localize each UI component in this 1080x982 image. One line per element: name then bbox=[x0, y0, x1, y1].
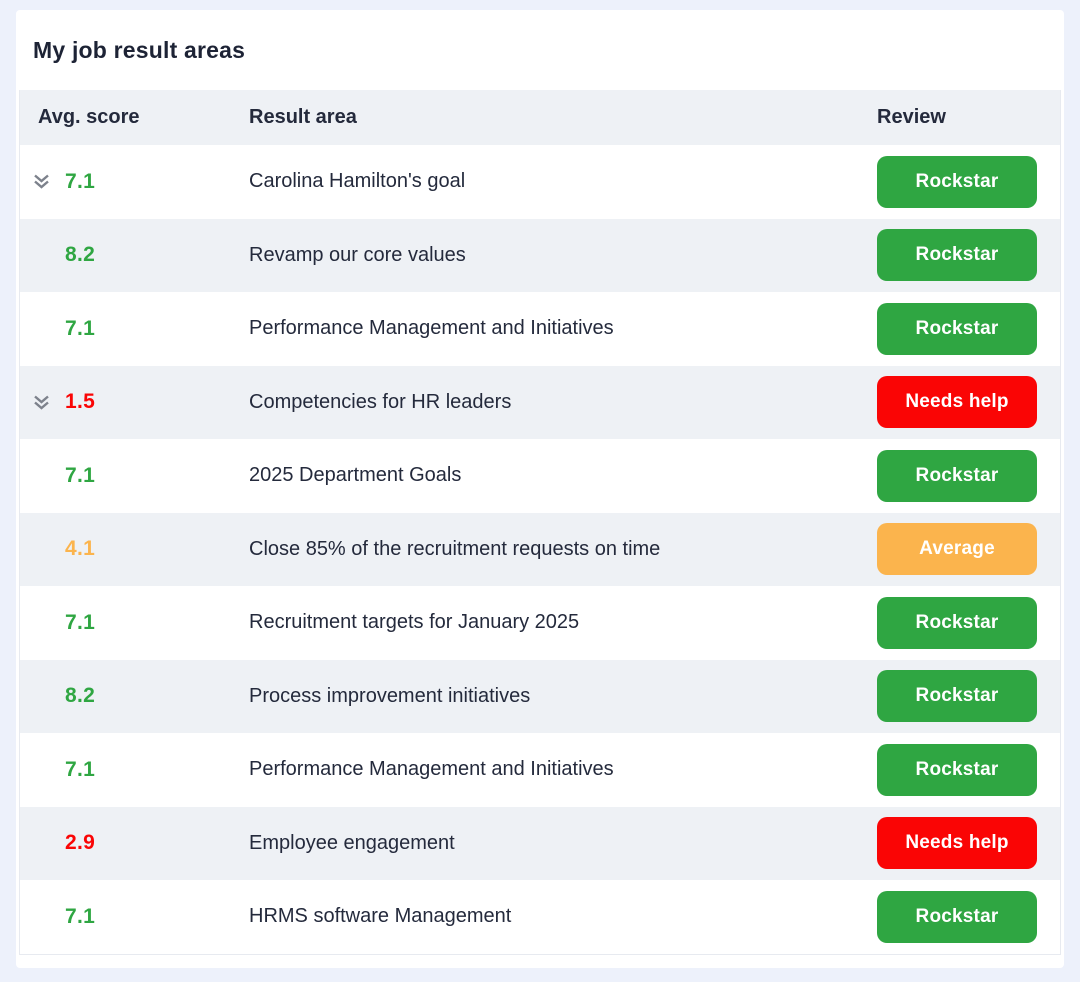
table-row[interactable]: 8.2 Revamp our core values Rockstar bbox=[20, 218, 1060, 292]
result-area-label: Close 85% of the recruitment requests on… bbox=[249, 537, 661, 560]
review-badge[interactable]: Needs help bbox=[877, 376, 1037, 429]
result-area-cell: Employee engagement bbox=[249, 832, 877, 855]
review-badge[interactable]: Rockstar bbox=[877, 155, 1037, 208]
result-area-cell: Process improvement initiatives bbox=[249, 685, 877, 708]
avg-score-value: 8.2 bbox=[65, 243, 96, 267]
table-row[interactable]: 7.1 2025 Department Goals Rockstar bbox=[20, 439, 1060, 513]
avg-score-cell: 7.1 bbox=[20, 758, 249, 782]
avg-score-value: 2.9 bbox=[65, 831, 96, 855]
avg-score-cell: 7.1 bbox=[20, 611, 249, 635]
table-body: 7.1 Carolina Hamilton's goal Rockstar 8.… bbox=[20, 145, 1060, 954]
job-result-areas-table: Avg. score Result area Review 7.1 Caroli… bbox=[19, 90, 1061, 955]
result-area-cell: Performance Management and Initiatives bbox=[249, 758, 877, 781]
result-area-cell: Performance Management and Initiatives bbox=[249, 317, 877, 340]
column-header-avg-score: Avg. score bbox=[38, 106, 140, 128]
double-chevron-down-icon[interactable] bbox=[31, 392, 51, 412]
table-row[interactable]: 4.1 Close 85% of the recruitment request… bbox=[20, 512, 1060, 586]
result-area-label: Process improvement initiatives bbox=[249, 684, 531, 707]
result-area-cell: Competencies for HR leaders bbox=[249, 391, 877, 414]
result-area-label: Revamp our core values bbox=[249, 243, 466, 266]
column-header-result-area: Result area bbox=[249, 106, 357, 128]
avg-score-value: 7.1 bbox=[65, 316, 96, 340]
result-area-cell: Recruitment targets for January 2025 bbox=[249, 611, 877, 634]
table-row[interactable]: 1.5 Competencies for HR leaders Needs he… bbox=[20, 365, 1060, 439]
avg-score-value: 4.1 bbox=[65, 537, 96, 561]
result-area-cell: 2025 Department Goals bbox=[249, 464, 877, 487]
review-badge[interactable]: Rockstar bbox=[877, 302, 1037, 355]
result-area-label: Employee engagement bbox=[249, 831, 455, 854]
avg-score-value: 7.1 bbox=[65, 169, 96, 193]
table-row[interactable]: 7.1 Carolina Hamilton's goal Rockstar bbox=[20, 145, 1060, 219]
avg-score-cell: 7.1 bbox=[20, 170, 249, 194]
review-cell: Needs help bbox=[877, 817, 1060, 870]
column-header-review: Review bbox=[877, 106, 946, 128]
card-header: My job result areas bbox=[16, 10, 1064, 90]
review-badge[interactable]: Rockstar bbox=[877, 743, 1037, 796]
avg-score-cell: 7.1 bbox=[20, 464, 249, 488]
review-badge[interactable]: Rockstar bbox=[877, 596, 1037, 649]
page-title: My job result areas bbox=[33, 36, 246, 63]
avg-score-cell: 4.1 bbox=[20, 537, 249, 561]
result-area-label: Competencies for HR leaders bbox=[249, 390, 512, 413]
avg-score-cell: 7.1 bbox=[20, 905, 249, 929]
result-area-label: HRMS software Management bbox=[249, 905, 512, 928]
result-area-label: Carolina Hamilton's goal bbox=[249, 170, 466, 193]
table-row[interactable]: 7.1 Performance Management and Initiativ… bbox=[20, 733, 1060, 807]
review-cell: Rockstar bbox=[877, 890, 1060, 943]
avg-score-value: 7.1 bbox=[65, 757, 96, 781]
review-cell: Rockstar bbox=[877, 670, 1060, 723]
review-cell: Rockstar bbox=[877, 155, 1060, 208]
avg-score-value: 8.2 bbox=[65, 684, 96, 708]
result-area-cell: Carolina Hamilton's goal bbox=[249, 170, 877, 193]
review-cell: Rockstar bbox=[877, 229, 1060, 282]
result-area-label: Performance Management and Initiatives bbox=[249, 317, 614, 340]
table-row[interactable]: 7.1 Recruitment targets for January 2025… bbox=[20, 586, 1060, 660]
review-badge[interactable]: Rockstar bbox=[877, 229, 1037, 282]
avg-score-value: 7.1 bbox=[65, 463, 96, 487]
table-row[interactable]: 8.2 Process improvement initiatives Rock… bbox=[20, 659, 1060, 733]
avg-score-cell: 1.5 bbox=[20, 390, 249, 414]
review-badge[interactable]: Average bbox=[877, 523, 1037, 576]
review-badge[interactable]: Rockstar bbox=[877, 890, 1037, 943]
avg-score-cell: 2.9 bbox=[20, 831, 249, 855]
review-cell: Rockstar bbox=[877, 596, 1060, 649]
table-header-row: Avg. score Result area Review bbox=[20, 90, 1060, 145]
avg-score-value: 7.1 bbox=[65, 904, 96, 928]
review-cell: Average bbox=[877, 523, 1060, 576]
result-area-cell: Revamp our core values bbox=[249, 244, 877, 267]
table-row[interactable]: 7.1 HRMS software Management Rockstar bbox=[20, 880, 1060, 954]
review-badge[interactable]: Needs help bbox=[877, 817, 1037, 870]
result-area-cell: Close 85% of the recruitment requests on… bbox=[249, 538, 877, 561]
result-area-label: Recruitment targets for January 2025 bbox=[249, 611, 580, 634]
review-badge[interactable]: Rockstar bbox=[877, 449, 1037, 502]
double-chevron-down-icon[interactable] bbox=[31, 172, 51, 192]
result-area-cell: HRMS software Management bbox=[249, 905, 877, 928]
review-badge[interactable]: Rockstar bbox=[877, 670, 1037, 723]
avg-score-cell: 8.2 bbox=[20, 684, 249, 708]
table-row[interactable]: 7.1 Performance Management and Initiativ… bbox=[20, 292, 1060, 366]
result-area-label: 2025 Department Goals bbox=[249, 464, 462, 487]
review-cell: Needs help bbox=[877, 376, 1060, 429]
avg-score-value: 7.1 bbox=[65, 610, 96, 634]
review-cell: Rockstar bbox=[877, 743, 1060, 796]
avg-score-value: 1.5 bbox=[65, 390, 96, 414]
result-area-label: Performance Management and Initiatives bbox=[249, 758, 614, 781]
avg-score-cell: 8.2 bbox=[20, 243, 249, 267]
review-cell: Rockstar bbox=[877, 449, 1060, 502]
review-cell: Rockstar bbox=[877, 302, 1060, 355]
avg-score-cell: 7.1 bbox=[20, 317, 249, 341]
table-row[interactable]: 2.9 Employee engagement Needs help bbox=[20, 806, 1060, 880]
job-result-areas-card: My job result areas Avg. score Result ar… bbox=[16, 10, 1064, 968]
